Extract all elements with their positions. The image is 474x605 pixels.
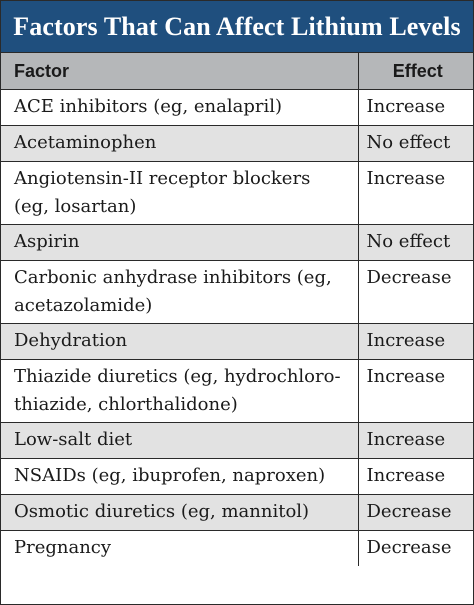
factor-cell: Aspirin — [1, 224, 358, 261]
factor-cell: Acetaminophen — [1, 125, 358, 162]
table-row: Acetaminophen No effect — [1, 125, 473, 162]
factor-cell: Angiotensin-II receptor blockers (eg, lo… — [1, 161, 358, 225]
table-row: Dehydration Increase — [1, 323, 473, 360]
effect-cell: Increase — [357, 359, 473, 423]
column-header-effect: Effect — [357, 53, 473, 90]
table-row: Thiazide diuretics (eg, hydrochloro-thia… — [1, 359, 473, 423]
effect-cell: Increase — [357, 458, 473, 495]
effect-cell: Decrease — [357, 494, 473, 531]
table-row: Aspirin No effect — [1, 224, 473, 261]
factor-cell: Dehydration — [1, 323, 358, 360]
table-row: Carbonic anhydrase inhibitors (eg, aceta… — [1, 260, 473, 324]
table-header-row: Factor Effect — [1, 53, 473, 90]
table-row: Osmotic diuretics (eg, mannitol) Decreas… — [1, 494, 473, 531]
factor-cell: Pregnancy — [14, 537, 112, 558]
effect-cell: Decrease — [357, 260, 473, 324]
factor-cell: Osmotic diuretics (eg, mannitol) — [1, 494, 358, 531]
column-header-factor: Factor — [1, 53, 358, 90]
effect-cell: Increase — [357, 422, 473, 459]
factor-cell: Thiazide diuretics (eg, hydrochloro-thia… — [1, 359, 358, 423]
factor-cell: Carbonic anhydrase inhibitors (eg, aceta… — [1, 260, 358, 324]
effect-cell: Increase — [357, 89, 473, 126]
factors-table: Factor Effect ACE inhibitors (eg, enalap… — [1, 53, 473, 566]
table-row: Low-salt diet Increase — [1, 422, 473, 459]
effect-cell: No effect — [357, 224, 473, 261]
table-row: ACE inhibitors (eg, enalapril) Increase — [1, 89, 473, 126]
table-row: NSAIDs (eg, ibuprofen, naproxen) Increas… — [1, 458, 473, 495]
effect-cell: Increase — [357, 161, 473, 225]
table-title: Factors That Can Affect Lithium Levels — [1, 1, 473, 53]
table-row: Pregnancy Decrease — [1, 530, 473, 566]
factor-cell: ACE inhibitors (eg, enalapril) — [1, 89, 358, 126]
effect-cell: Increase — [357, 323, 473, 360]
table-row: Angiotensin-II receptor blockers (eg, lo… — [1, 161, 473, 225]
effect-cell: Decrease — [357, 530, 473, 566]
factor-cell: Low-salt diet — [1, 422, 358, 459]
effect-cell: No effect — [357, 125, 473, 162]
factor-cell: NSAIDs (eg, ibuprofen, naproxen) — [1, 458, 358, 495]
